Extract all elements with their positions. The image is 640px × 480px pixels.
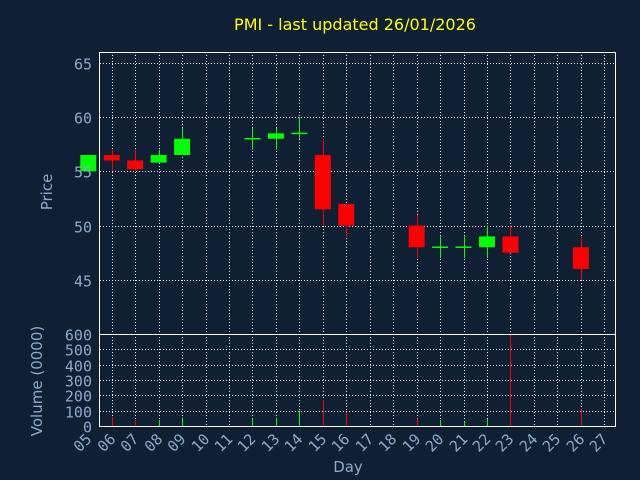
price-axis: 45 50 55 60 65 [74, 56, 92, 291]
price-tick-label: 65 [74, 56, 92, 74]
volume-tick-label: 300 [65, 373, 92, 391]
x-axis: 0506070809101112131415161718192021222324… [70, 430, 612, 456]
volume-axis-label: Volume (0000) [28, 326, 46, 436]
price-tick-label: 55 [74, 164, 92, 182]
price-tick-label: 50 [74, 219, 92, 237]
volume-marks [112, 334, 582, 426]
volume-grid [100, 334, 616, 426]
price-marks [80, 117, 589, 280]
price-tick-label: 45 [74, 273, 92, 291]
candle-body [572, 247, 589, 269]
price-tick-label: 60 [74, 110, 92, 128]
price-grid [100, 52, 616, 334]
volume-panel-frame [99, 334, 616, 427]
candle-body [338, 203, 355, 226]
candle-body [103, 155, 120, 161]
volume-tick-label: 200 [65, 388, 92, 406]
volume-tick-label: 100 [65, 404, 92, 422]
chart-title: PMI - last updated 26/01/2026 [234, 15, 476, 34]
candle-body [80, 155, 97, 172]
candle-body [127, 160, 144, 170]
volume-tick-label: 500 [65, 342, 92, 360]
volume-tick-label: 600 [65, 327, 92, 345]
volume-tick-label: 0 [83, 419, 92, 437]
price-axis-label: Price [38, 174, 56, 211]
candle-body [408, 225, 425, 248]
candle-body [502, 236, 519, 253]
candle-body [479, 236, 495, 248]
volume-tick-label: 400 [65, 358, 92, 376]
candle-body [314, 155, 331, 210]
candle-body [174, 138, 191, 156]
x-axis-label: Day [333, 458, 363, 476]
candle-body [150, 155, 167, 163]
candle-body [267, 133, 284, 139]
